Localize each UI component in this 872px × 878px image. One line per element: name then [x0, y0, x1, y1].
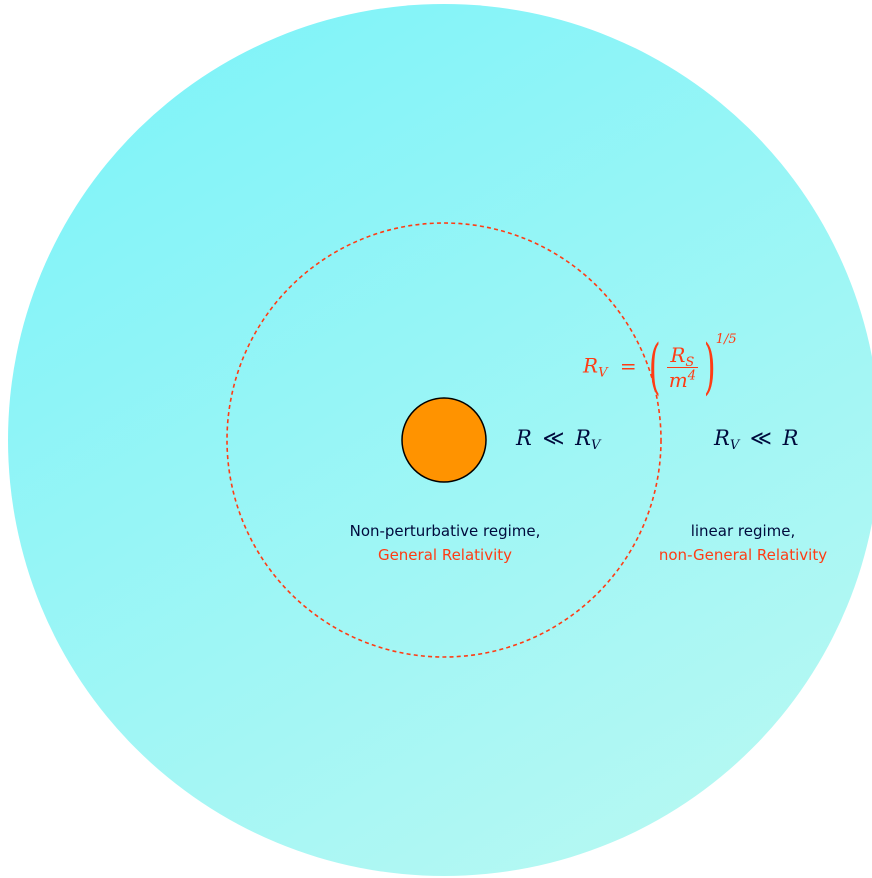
- formula-equals: =: [619, 353, 637, 378]
- formula-numerator: RS: [666, 342, 698, 370]
- formula-denominator: m4: [667, 368, 698, 392]
- numerator-symbol: R: [670, 342, 686, 367]
- outer-lhs: R: [714, 426, 730, 450]
- denominator-symbol: m: [668, 367, 688, 392]
- outer-regime-line1: linear regime,: [690, 522, 796, 540]
- inner-rhs: R: [575, 426, 591, 450]
- formula-lhs-sub: V: [598, 365, 608, 381]
- inner-condition: R ≪ RV: [516, 426, 600, 453]
- formula-paren-open: (: [648, 332, 661, 402]
- formula-paren-close: ): [704, 332, 716, 402]
- formula-lhs: R: [583, 353, 599, 378]
- vainshtein-radius-boundary: [226, 222, 662, 658]
- outer-operator: ≪: [749, 426, 772, 450]
- outer-condition: RV ≪ R: [714, 426, 799, 453]
- central-mass-source: [401, 397, 487, 483]
- inner-operator: ≪: [542, 426, 565, 450]
- outer-lhs-sub: V: [729, 438, 740, 453]
- outer-regime-line2: non-General Relativity: [658, 546, 828, 564]
- outer-regime-label: linear regime, non-General Relativity: [630, 519, 856, 567]
- formula-exponent: 1/5: [715, 331, 737, 347]
- inner-regime-line2: General Relativity: [377, 546, 513, 564]
- vainshtein-radius-formula: RV = ( RS m4 )1/5: [583, 332, 737, 402]
- inner-rhs-sub: V: [590, 438, 601, 453]
- numerator-sub: S: [685, 354, 695, 370]
- denominator-sup: 4: [687, 367, 696, 383]
- outer-rhs: R: [782, 426, 799, 450]
- inner-regime-line1: Non-perturbative regime,: [349, 522, 541, 540]
- inner-regime-label: Non-perturbative regime, General Relativ…: [314, 519, 576, 567]
- formula-fraction: RS m4: [666, 342, 698, 392]
- inner-lhs: R: [516, 426, 532, 450]
